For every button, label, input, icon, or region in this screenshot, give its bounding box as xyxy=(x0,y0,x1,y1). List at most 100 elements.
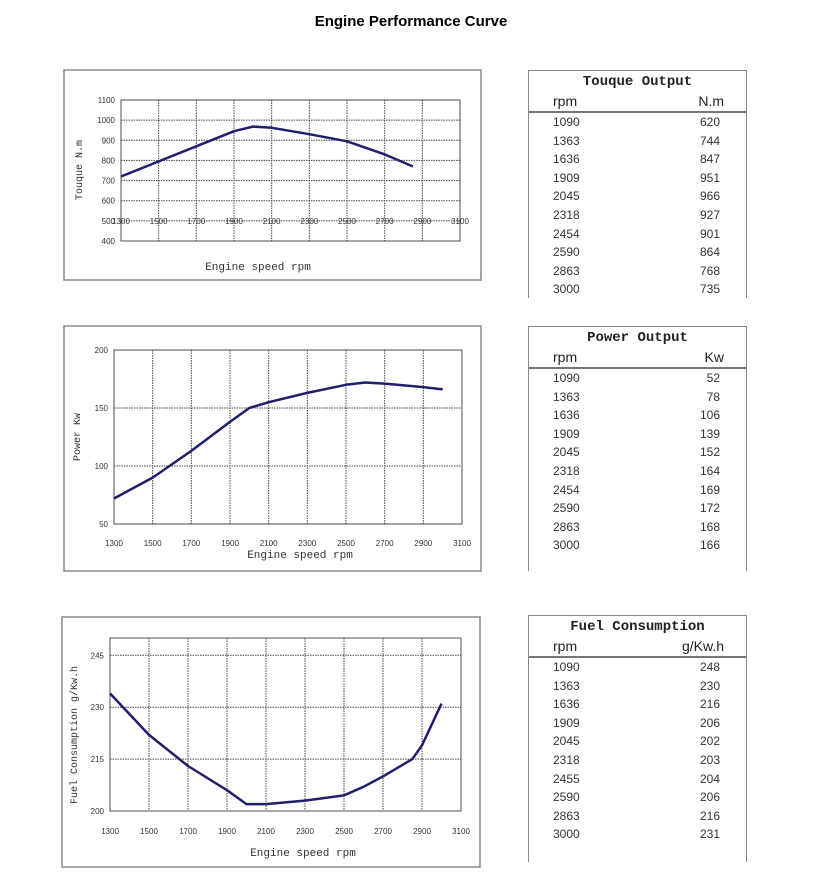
y-tick-label: 150 xyxy=(95,404,109,413)
col-rpm: rpm xyxy=(553,93,578,109)
cell-value: 78 xyxy=(706,389,720,404)
table-row: 1363 744 xyxy=(529,132,746,151)
cell-value: 166 xyxy=(699,538,720,553)
x-tick-label: 1900 xyxy=(221,539,239,548)
y-tick-label: 200 xyxy=(91,807,105,816)
series-line xyxy=(120,125,414,178)
chart-1: 1300 1500 1700 1900 2100 2300 2500 2700 2900 3100… xyxy=(63,69,482,281)
cell-value: 202 xyxy=(699,734,720,749)
table-row: 2455 204 xyxy=(529,770,746,789)
cell-value: 204 xyxy=(699,771,720,786)
table-row: 1363 78 xyxy=(529,388,746,407)
x-tick-label: 3100 xyxy=(452,827,470,836)
table-row: 2863 768 xyxy=(529,262,746,281)
x-axis-title: Engine speed rpm xyxy=(247,550,353,562)
y-tick-label: 100 xyxy=(95,462,109,471)
cell-value: 230 xyxy=(699,678,720,693)
table-row: 1909 951 xyxy=(529,169,746,188)
table-row: 2045 152 xyxy=(529,443,746,462)
x-tick-label: 2700 xyxy=(374,827,392,836)
cell-value: 864 xyxy=(699,245,720,260)
cell-rpm: 2318 xyxy=(553,463,580,478)
table-row: 2590 172 xyxy=(529,499,746,518)
cell-rpm: 2455 xyxy=(553,771,580,786)
x-tick-label: 2900 xyxy=(414,539,432,548)
col-unit: g/Kw.h xyxy=(681,638,724,654)
cell-rpm: 2454 xyxy=(553,482,580,497)
cell-value: 927 xyxy=(699,207,720,222)
col-unit: N.m xyxy=(698,93,724,109)
cell-value: 744 xyxy=(699,133,720,148)
x-tick-label: 1300 xyxy=(101,827,119,836)
col-unit: Kw xyxy=(704,349,724,365)
table-row: 1636 847 xyxy=(529,150,746,169)
cell-value: 206 xyxy=(699,715,720,730)
cell-rpm: 2045 xyxy=(553,445,580,460)
cell-value: 106 xyxy=(699,408,720,423)
chart-frame xyxy=(63,69,482,281)
table-row: 2454 169 xyxy=(529,481,746,500)
y-tick-label: 1000 xyxy=(97,116,115,125)
table-title: Fuel Consumption xyxy=(570,619,705,635)
col-rpm: rpm xyxy=(553,349,578,365)
cell-rpm: 2863 xyxy=(553,263,580,278)
x-tick-label: 2900 xyxy=(413,217,431,226)
cell-rpm: 3000 xyxy=(553,282,580,297)
cell-rpm: 2590 xyxy=(553,790,580,805)
x-tick-label: 2300 xyxy=(298,539,316,548)
x-tick-label: 2300 xyxy=(296,827,314,836)
x-tick-label: 2500 xyxy=(335,827,353,836)
cell-rpm: 2590 xyxy=(553,501,580,516)
table-row: 1636 216 xyxy=(529,695,746,714)
table-row: 2590 206 xyxy=(529,788,746,807)
x-tick-label: 1300 xyxy=(105,539,123,548)
cell-rpm: 2318 xyxy=(553,752,580,767)
cell-value: 172 xyxy=(699,501,720,516)
chart-frame xyxy=(61,616,481,868)
cell-rpm: 1636 xyxy=(553,152,580,167)
cell-rpm: 1636 xyxy=(553,408,580,423)
col-rpm: rpm xyxy=(553,638,578,654)
x-tick-label: 2100 xyxy=(260,539,278,548)
x-tick-label: 2900 xyxy=(413,827,431,836)
cell-value: 203 xyxy=(699,752,720,767)
cell-value: 169 xyxy=(699,482,720,497)
table-row: 1909 139 xyxy=(529,425,746,444)
cell-value: 168 xyxy=(699,519,720,534)
cell-rpm: 1909 xyxy=(553,426,580,441)
table-row: 1090 620 xyxy=(529,113,746,132)
cell-rpm: 1090 xyxy=(553,371,580,385)
cell-value: 768 xyxy=(699,263,720,278)
cell-rpm: 1090 xyxy=(553,660,580,674)
y-tick-label: 1100 xyxy=(98,96,116,105)
y-tick-label: 230 xyxy=(91,703,105,712)
table-title: Touque Output xyxy=(582,74,693,90)
cell-value: 231 xyxy=(699,827,720,842)
table-row: 2045 202 xyxy=(529,732,746,751)
table-row: 2863 168 xyxy=(529,518,746,537)
cell-value: 847 xyxy=(699,152,720,167)
y-axis-title: Power Kw xyxy=(73,413,84,461)
y-axis-title: Touque N.m xyxy=(75,140,86,200)
cell-rpm: 2454 xyxy=(553,226,580,241)
table-row: 2318 927 xyxy=(529,206,746,225)
y-tick-label: 400 xyxy=(102,237,116,246)
cell-value: 901 xyxy=(699,226,720,241)
cell-rpm: 3000 xyxy=(553,538,580,553)
page-title: Engine Performance Curve xyxy=(314,13,508,30)
cell-value: 735 xyxy=(699,282,720,297)
table-row: 2318 164 xyxy=(529,462,746,481)
x-axis-title: Engine speed rpm xyxy=(250,848,356,860)
cell-rpm: 2045 xyxy=(553,734,580,749)
table-header: rpm N.m xyxy=(529,91,746,113)
table-row: 3000 166 xyxy=(529,536,746,555)
cell-rpm: 1909 xyxy=(553,170,580,185)
cell-rpm: 2045 xyxy=(553,189,580,204)
cell-value: 620 xyxy=(699,115,720,129)
x-tick-label: 1900 xyxy=(218,827,236,836)
cell-value: 216 xyxy=(699,808,720,823)
y-tick-label: 700 xyxy=(102,177,116,186)
y-tick-label: 800 xyxy=(102,156,116,165)
x-tick-label: 1500 xyxy=(140,827,158,836)
